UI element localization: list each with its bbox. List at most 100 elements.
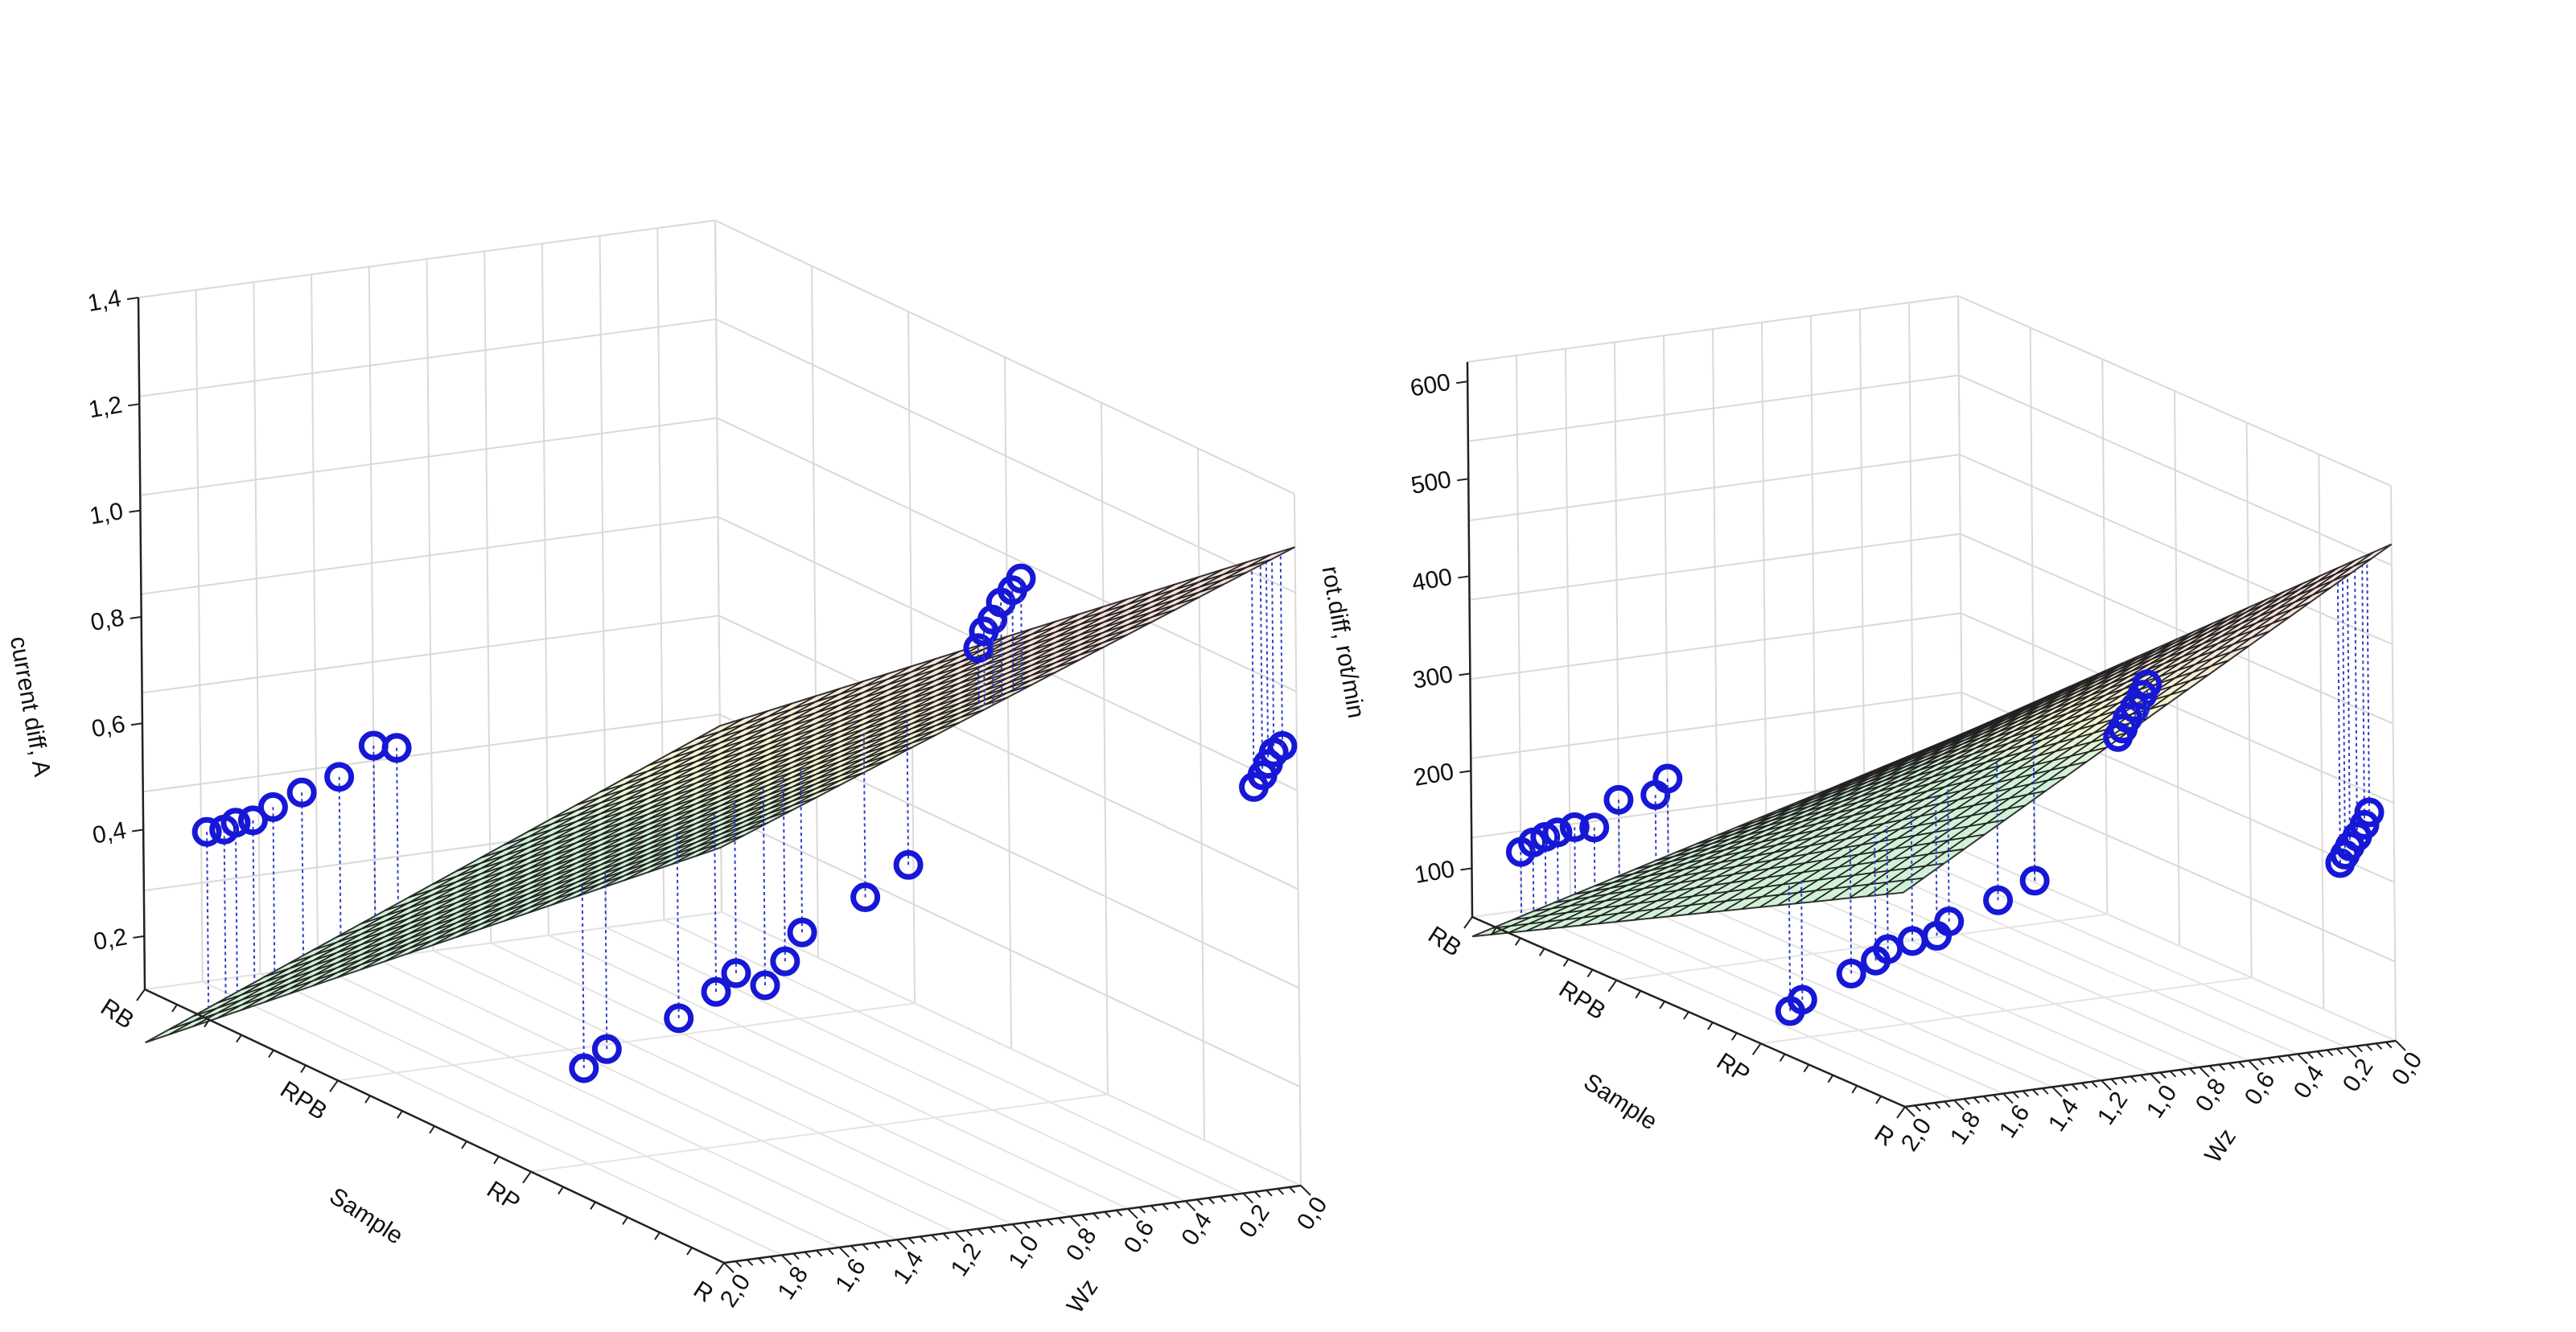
y-tick bbox=[1231, 1194, 1238, 1202]
y-tick bbox=[2140, 1074, 2147, 1082]
y-tick-label: 1,2 bbox=[946, 1239, 987, 1281]
data-point bbox=[664, 1003, 694, 1034]
grid-line bbox=[426, 258, 434, 952]
y-tick-label: 0,6 bbox=[1119, 1215, 1160, 1258]
surface-mesh-line bbox=[1884, 551, 2374, 895]
x-tick bbox=[1538, 948, 1545, 956]
residual-line bbox=[1910, 811, 1914, 941]
grid-line bbox=[141, 516, 718, 595]
grid-line bbox=[548, 934, 1129, 1210]
y-tick bbox=[2199, 1067, 2210, 1078]
data-point bbox=[324, 762, 355, 792]
data-point bbox=[787, 917, 817, 948]
grid-line bbox=[1962, 850, 2397, 1042]
surface-mesh-line bbox=[1512, 862, 1944, 921]
grid-line bbox=[530, 1093, 1109, 1173]
residual-line bbox=[604, 870, 608, 1050]
y-tick-label: 1,6 bbox=[1994, 1100, 2035, 1143]
y-tick bbox=[1104, 1211, 1111, 1219]
y-tick bbox=[873, 1242, 881, 1249]
y-tick bbox=[2101, 1079, 2112, 1091]
y-tick-label: 2,0 bbox=[1896, 1113, 1937, 1156]
residual-line bbox=[1849, 848, 1853, 974]
x-tick bbox=[493, 1156, 500, 1165]
grid-line bbox=[317, 965, 898, 1241]
y-tick-label: 0,4 bbox=[1176, 1207, 1217, 1250]
y-tick-label: 2,0 bbox=[715, 1269, 756, 1312]
grid-line bbox=[144, 911, 722, 990]
x-tick-label: RB bbox=[96, 993, 138, 1034]
x-tick bbox=[1463, 916, 1473, 929]
x-tick-label: R bbox=[1870, 1120, 1899, 1151]
grid-line bbox=[1760, 976, 2252, 1045]
x-tick-label: RB bbox=[1423, 921, 1466, 961]
residual-line bbox=[1279, 554, 1283, 746]
x-tick bbox=[461, 1141, 467, 1149]
data-point bbox=[1787, 985, 1817, 1015]
y-tick bbox=[1000, 1225, 1007, 1232]
y-tick bbox=[1173, 1202, 1180, 1209]
scatter-points bbox=[191, 554, 1298, 1083]
y-tick bbox=[827, 1248, 834, 1256]
z-tick bbox=[1459, 672, 1471, 676]
residual-line bbox=[581, 882, 585, 1068]
grid-line bbox=[368, 266, 377, 959]
surface-mesh-line bbox=[169, 834, 745, 1030]
grid-line bbox=[1197, 448, 1205, 1141]
x-tick bbox=[1851, 1085, 1858, 1094]
grid-line bbox=[1614, 342, 1620, 898]
grid-line bbox=[2101, 359, 2109, 915]
y-tick-label: 0,0 bbox=[2387, 1047, 2428, 1090]
residual-line bbox=[762, 785, 767, 985]
data-point bbox=[1542, 817, 1573, 848]
data-point bbox=[220, 808, 251, 838]
data-point bbox=[257, 791, 288, 822]
residual-line bbox=[1996, 759, 1999, 901]
data-point bbox=[2132, 669, 2162, 700]
y-tick bbox=[780, 1254, 792, 1266]
y-tick bbox=[1963, 1098, 1970, 1105]
z-tick-label: 1,2 bbox=[87, 392, 125, 424]
residual-line bbox=[1800, 878, 1804, 1000]
y-tick-label: 0,6 bbox=[2240, 1067, 2281, 1110]
data-point bbox=[569, 1053, 599, 1083]
y-tick bbox=[1973, 1096, 1981, 1104]
y-tick-label: 1,8 bbox=[772, 1262, 813, 1305]
grid-line bbox=[1913, 857, 2348, 1049]
residual-line bbox=[2361, 565, 2366, 825]
y-tick bbox=[920, 1235, 927, 1244]
z-tick-label: 1,4 bbox=[85, 285, 123, 317]
y-tick bbox=[2326, 1049, 2334, 1057]
y-tick bbox=[1208, 1197, 1215, 1205]
y-tick bbox=[885, 1240, 892, 1248]
grid-line bbox=[1864, 863, 2298, 1055]
z-tick-label: 200 bbox=[1412, 758, 1456, 791]
surface-mesh-line bbox=[1759, 606, 2249, 908]
data-point bbox=[701, 976, 731, 1007]
data-point bbox=[1652, 763, 1683, 794]
data-point bbox=[2019, 865, 2050, 896]
y-tick bbox=[2120, 1077, 2128, 1084]
x-tick-label: RPB bbox=[275, 1076, 331, 1125]
z-tick-label: 1,0 bbox=[88, 498, 126, 530]
grid-line bbox=[2318, 454, 2325, 1009]
grid-line bbox=[663, 919, 1244, 1194]
z-tick bbox=[1456, 380, 1468, 384]
y-tick bbox=[2012, 1092, 2019, 1099]
y-tick bbox=[1023, 1222, 1031, 1229]
residual-line bbox=[2354, 570, 2358, 837]
y-tick bbox=[746, 1259, 754, 1266]
residual-line bbox=[1265, 561, 1269, 764]
y-tick bbox=[2238, 1061, 2245, 1068]
grid-line bbox=[311, 274, 319, 967]
y-tick-label: 1,4 bbox=[2043, 1094, 2084, 1137]
data-point bbox=[850, 882, 881, 913]
residual-line bbox=[252, 820, 256, 983]
surface-mesh-line bbox=[648, 569, 1224, 874]
grid-line bbox=[140, 417, 718, 496]
residual-line bbox=[1788, 886, 1792, 1011]
x-tick bbox=[204, 1019, 210, 1028]
grid-line bbox=[142, 713, 720, 793]
x-tick bbox=[364, 1095, 371, 1104]
